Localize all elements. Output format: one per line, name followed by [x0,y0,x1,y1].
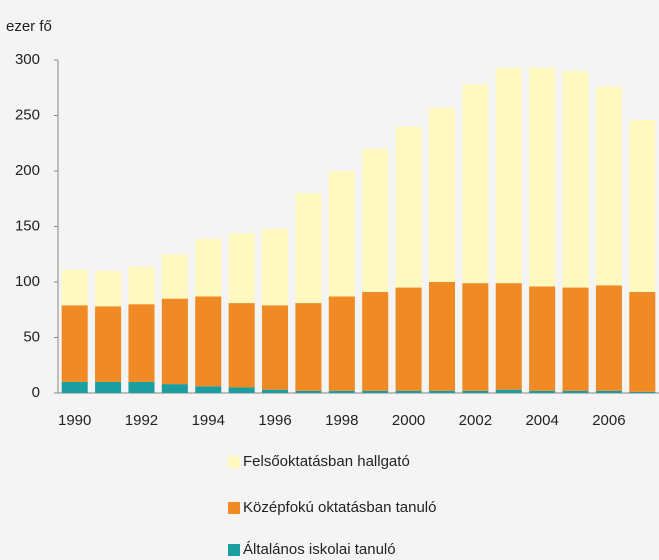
y-tick-label: 100 [15,273,40,290]
bar-segment [462,283,489,391]
legend-label: Általános iskolai tanuló [243,541,396,558]
bar-segment [295,193,322,304]
legend-swatch [228,502,240,514]
x-tick-label: 1996 [258,412,291,429]
bar-segment [328,296,355,391]
bar-segment [395,390,422,393]
bar-segment [529,390,556,393]
bar-segment [128,304,155,382]
bar-segment [428,390,455,393]
bar-segment [562,390,589,393]
x-tick-label: 2000 [392,412,425,429]
bar-segment [328,390,355,393]
y-tick-label: 50 [23,328,40,345]
bar-segment [95,381,122,393]
x-tick-label: 2002 [459,412,492,429]
bar-segment [395,287,422,391]
bar-segment [295,303,322,391]
bar-segment [195,238,222,297]
bar-segment [495,67,522,284]
x-tick-label: 2004 [525,412,558,429]
bar-segment [295,390,322,393]
legend-label: Középfokú oktatásban tanuló [243,499,436,516]
bar-segment [228,233,255,304]
bar-segment [328,171,355,297]
bar-segment [161,384,188,393]
bar-segment [195,296,222,387]
bar-segment [595,285,622,391]
bar-segment [562,287,589,391]
bar-segment [428,107,455,282]
bar-segment [629,291,656,392]
x-tick-label: 1990 [58,412,91,429]
bar-segment [128,381,155,393]
bar-segment [395,126,422,288]
bar-segment [595,86,622,286]
bar-segment [428,282,455,391]
bar-segment [61,305,88,382]
y-tick-label: 300 [15,51,40,68]
bar-segment [228,387,255,393]
bar-segment [161,254,188,299]
y-tick-label: 0 [32,384,40,401]
bar-segment [228,303,255,388]
bar-segment [629,119,656,292]
x-tick-label: 1992 [125,412,158,429]
x-tick-label: 2006 [592,412,625,429]
bar-segment [362,148,389,292]
bar-segment [562,71,589,288]
bar-segment [95,270,122,307]
y-axis-label: ezer fő [6,18,52,35]
bar-segment [462,84,489,284]
bar-segment [495,389,522,393]
y-tick-label: 250 [15,106,40,123]
bar-segment [262,305,289,390]
bar-segment [262,389,289,393]
bar-segment [595,390,622,393]
legend-swatch [228,456,240,468]
bar-segment [529,286,556,391]
x-tick-label: 1998 [325,412,358,429]
y-tick-label: 150 [15,217,40,234]
legend-label: Felsőoktatásban hallgató [243,453,410,470]
x-tick-label: 1994 [192,412,225,429]
bar-segment [495,283,522,390]
bar-segment [462,390,489,393]
bar-segment [61,269,88,306]
legend-swatch [228,544,240,556]
bar-segment [195,386,222,393]
bar-segment [362,291,389,391]
bar-segment [161,298,188,385]
bar-segment [128,266,155,305]
bar-segment [362,390,389,393]
bar-segment [529,67,556,287]
bar-segment [262,228,289,306]
bar-segment [61,381,88,393]
bar-segment [629,391,656,393]
bar-segment [95,306,122,382]
y-tick-label: 200 [15,162,40,179]
